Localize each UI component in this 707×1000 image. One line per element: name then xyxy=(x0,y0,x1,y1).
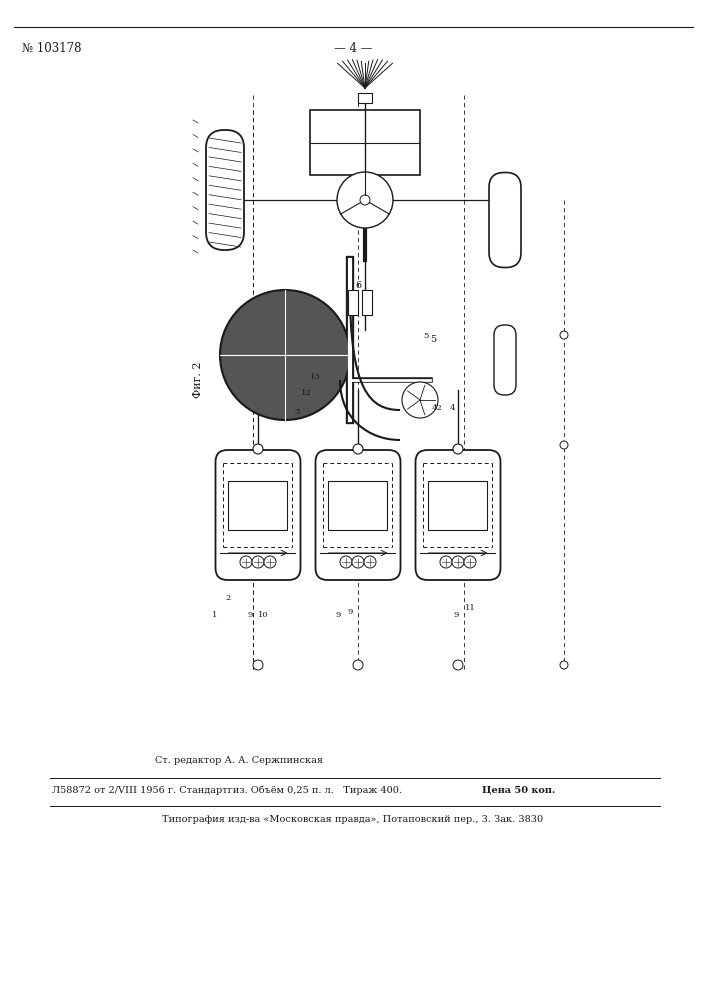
Circle shape xyxy=(360,195,370,205)
Text: 2: 2 xyxy=(226,594,230,602)
Circle shape xyxy=(440,556,452,568)
Text: 1: 1 xyxy=(212,611,218,619)
FancyBboxPatch shape xyxy=(416,450,501,580)
Text: Л58872 от 2/VIII 1956 г. Стандартгиз. Объём 0,25 п. л.   Тираж 400.: Л58872 от 2/VIII 1956 г. Стандартгиз. Об… xyxy=(52,785,411,795)
Text: 9: 9 xyxy=(247,611,252,619)
Polygon shape xyxy=(329,481,387,530)
Circle shape xyxy=(453,444,463,454)
Circle shape xyxy=(220,290,350,420)
Circle shape xyxy=(364,556,376,568)
Polygon shape xyxy=(310,110,420,175)
Text: Типография изд-ва «Московская правда», Потаповский пер., 3. Зак. 3830: Типография изд-ва «Московская правда», П… xyxy=(163,815,544,824)
Circle shape xyxy=(253,660,263,670)
Polygon shape xyxy=(428,481,488,530)
Text: 9: 9 xyxy=(347,608,353,616)
Text: 5: 5 xyxy=(430,336,436,344)
Text: Фиг. 2: Фиг. 2 xyxy=(193,362,203,398)
FancyBboxPatch shape xyxy=(206,130,244,250)
Circle shape xyxy=(353,444,363,454)
Polygon shape xyxy=(348,290,358,315)
Text: — 4 —: — 4 — xyxy=(334,41,373,54)
Text: 5: 5 xyxy=(423,332,428,340)
Polygon shape xyxy=(358,93,372,103)
Circle shape xyxy=(560,441,568,449)
FancyBboxPatch shape xyxy=(315,450,400,580)
Circle shape xyxy=(353,660,363,670)
Text: 4: 4 xyxy=(449,404,455,412)
Circle shape xyxy=(253,444,263,454)
Text: 42: 42 xyxy=(432,404,443,412)
Text: 13: 13 xyxy=(310,373,320,381)
Circle shape xyxy=(340,556,352,568)
Circle shape xyxy=(252,556,264,568)
Circle shape xyxy=(402,382,438,418)
Circle shape xyxy=(264,556,276,568)
Text: Ст. редактор А. А. Сержпинская: Ст. редактор А. А. Сержпинская xyxy=(155,756,323,765)
Text: 11: 11 xyxy=(464,604,475,612)
Circle shape xyxy=(452,556,464,568)
Text: 9: 9 xyxy=(453,611,459,619)
Circle shape xyxy=(352,556,364,568)
Text: 9: 9 xyxy=(335,611,341,619)
Text: 10: 10 xyxy=(257,611,269,619)
Polygon shape xyxy=(362,290,372,315)
Circle shape xyxy=(560,331,568,339)
Text: № 103178: № 103178 xyxy=(22,41,81,54)
Circle shape xyxy=(240,556,252,568)
FancyBboxPatch shape xyxy=(494,325,516,395)
Text: 3: 3 xyxy=(294,408,300,416)
FancyBboxPatch shape xyxy=(489,172,521,267)
Circle shape xyxy=(560,661,568,669)
FancyBboxPatch shape xyxy=(216,450,300,580)
Text: 12: 12 xyxy=(300,389,311,397)
Circle shape xyxy=(464,556,476,568)
Text: Цена 50 коп.: Цена 50 коп. xyxy=(482,786,555,794)
Polygon shape xyxy=(228,481,288,530)
Circle shape xyxy=(453,660,463,670)
Circle shape xyxy=(337,172,393,228)
Text: 6: 6 xyxy=(355,280,361,290)
